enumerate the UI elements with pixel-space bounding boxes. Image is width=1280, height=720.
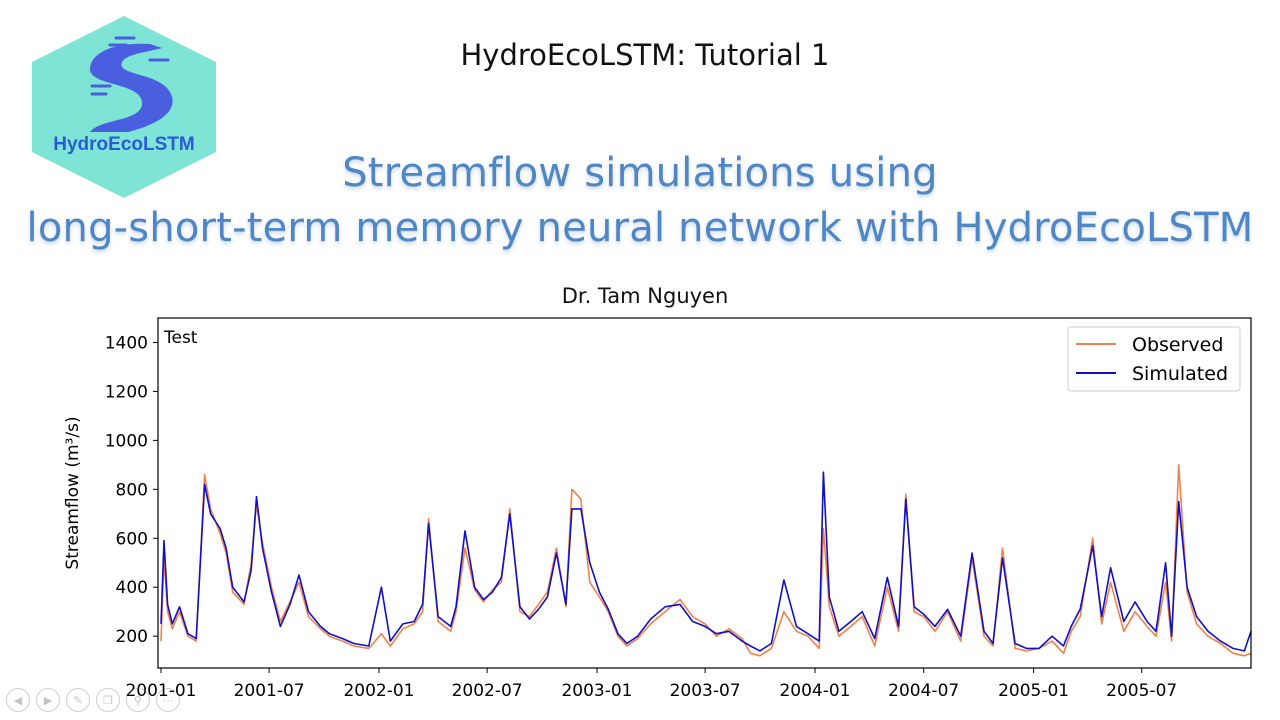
x-tick-label: 2005-01 (998, 681, 1069, 701)
prev-icon[interactable]: ◀ (6, 688, 30, 712)
y-axis-label: Streamflow (m³/s) (63, 416, 83, 569)
x-tick-label: 2002-07 (452, 681, 523, 701)
tutorial-title: HydroEcoLSTM: Tutorial 1 (460, 38, 830, 72)
x-tick-label: 2004-07 (888, 681, 959, 701)
pen-icon[interactable]: ✎ (66, 688, 90, 712)
plot-frame (157, 317, 1252, 669)
copy-icon[interactable]: ❐ (96, 688, 120, 712)
y-tick-label: 1200 (105, 382, 148, 402)
y-tick-label: 1400 (105, 333, 148, 353)
y-tick-label: 600 (116, 529, 148, 549)
logo-hexagon-icon (32, 16, 216, 198)
slide-nav-bar: ◀ ▶ ✎ ❐ ⚲ ⋯ (6, 688, 180, 712)
subtitle-line-1: Streamflow simulations using (342, 150, 938, 196)
author-name: Dr. Tam Nguyen (561, 284, 729, 308)
x-tick-label: 2005-07 (1106, 681, 1177, 701)
logo-text: HydroEcoLSTM (53, 134, 195, 155)
x-tick-label: 2003-01 (561, 681, 632, 701)
x-tick-label: 2004-01 (779, 681, 850, 701)
x-tick-label: 2001-07 (234, 681, 305, 701)
y-tick-label: 200 (116, 627, 148, 647)
series-line-simulated (160, 471, 1252, 652)
subtitle-line-2: long-short-term memory neural network wi… (26, 205, 1254, 251)
hydroecolstm-logo: HydroEcoLSTM (30, 14, 218, 200)
zoom-icon[interactable]: ⚲ (126, 688, 150, 712)
panel-label: Test (163, 328, 198, 348)
y-tick-label: 1000 (105, 431, 148, 451)
more-icon[interactable]: ⋯ (156, 688, 180, 712)
next-icon[interactable]: ▶ (36, 688, 60, 712)
legend-label-simulated: Simulated (1132, 363, 1228, 385)
x-tick-label: 2003-07 (670, 681, 741, 701)
y-tick-label: 400 (116, 578, 148, 598)
legend-label-observed: Observed (1132, 334, 1223, 356)
x-tick-label: 2002-01 (343, 681, 414, 701)
y-tick-label: 800 (116, 480, 148, 500)
